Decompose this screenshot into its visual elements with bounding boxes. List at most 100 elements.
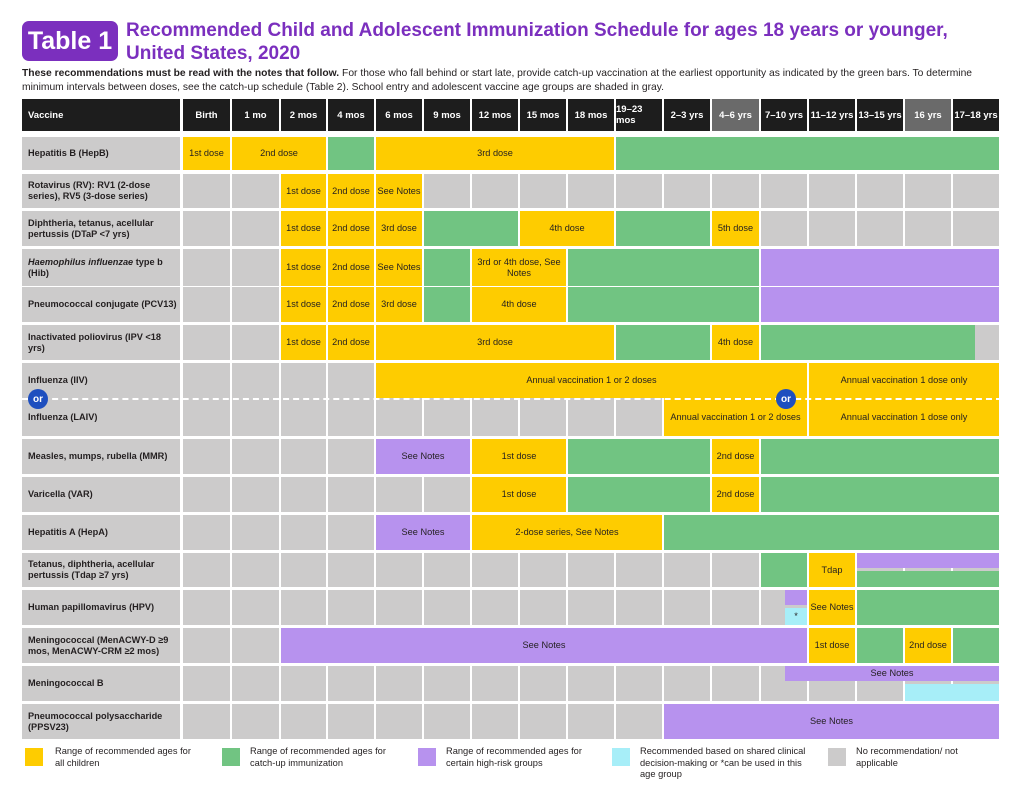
dose-cell-yellow: 1st dose [281, 249, 326, 286]
empty-cell [232, 363, 279, 398]
catchup-cell-green [616, 325, 710, 360]
catchup-cell-green [616, 211, 710, 246]
empty-cell [183, 174, 230, 208]
high-risk-cell-purple [761, 287, 999, 322]
high-risk-cell-purple [785, 590, 807, 605]
catchup-cell-green [761, 439, 999, 474]
empty-cell [376, 553, 422, 587]
legend-swatch-green [222, 748, 240, 766]
empty-cell [183, 211, 230, 246]
empty-cell [183, 363, 230, 398]
empty-cell [905, 174, 951, 208]
empty-cell [232, 325, 279, 360]
empty-cell [183, 477, 230, 512]
empty-cell [183, 439, 230, 474]
empty-cell [520, 590, 566, 625]
dose-cell-yellow: 2nd dose [328, 211, 374, 246]
vaccine-label: Meningococcal (MenACWY-D ≥9 mos, MenACWY… [22, 628, 180, 663]
empty-cell [376, 398, 422, 436]
empty-cell [761, 174, 807, 208]
catchup-cell-green [953, 628, 999, 663]
column-header-age: 9 mos [424, 99, 470, 131]
empty-cell [520, 666, 566, 701]
dose-cell-yellow: 3rd dose [376, 325, 614, 360]
dose-cell-yellow: 1st dose [809, 628, 855, 663]
empty-cell [664, 590, 710, 625]
dose-cell-yellow: Annual vaccination 1 dose only [809, 398, 999, 436]
high-risk-cell-purple [857, 553, 999, 568]
dose-cell-yellow: 2nd dose [328, 174, 374, 208]
empty-cell [328, 666, 374, 701]
empty-cell [520, 174, 566, 208]
dose-cell-yellow: 1st dose [281, 287, 326, 322]
catchup-cell-green [568, 287, 759, 322]
empty-cell [281, 704, 326, 739]
catchup-cell-green [568, 249, 759, 286]
empty-cell [953, 211, 999, 246]
column-header-age: 12 mos [472, 99, 518, 131]
empty-cell [472, 398, 518, 436]
empty-cell [232, 211, 279, 246]
vaccine-label: Measles, mumps, rubella (MMR) [22, 439, 180, 474]
column-header-age: 15 mos [520, 99, 566, 131]
dose-cell-yellow: 2nd dose [232, 137, 326, 170]
dose-cell-yellow: Annual vaccination 1 dose only [809, 363, 999, 398]
empty-cell [328, 553, 374, 587]
empty-cell [232, 628, 279, 663]
empty-cell [809, 174, 855, 208]
dose-cell-yellow: 4th dose [712, 325, 759, 360]
empty-cell [568, 666, 614, 701]
catchup-cell-green [857, 590, 999, 625]
empty-cell [232, 439, 279, 474]
vaccine-label: Meningococcal B [22, 666, 180, 701]
dose-cell-yellow: 2nd dose [905, 628, 951, 663]
empty-cell [809, 211, 855, 246]
empty-cell [424, 553, 470, 587]
dose-cell-yellow: 2-dose series, See Notes [472, 515, 662, 550]
dose-cell-yellow: 3rd dose [376, 287, 422, 322]
column-header-age: 11–12 yrs [809, 99, 855, 131]
empty-cell [424, 704, 470, 739]
empty-cell [183, 666, 230, 701]
vaccine-label: Influenza (LAIV) [22, 398, 180, 436]
empty-cell [616, 174, 662, 208]
empty-cell [568, 398, 614, 436]
vaccine-label: Influenza (IIV) [22, 363, 180, 398]
dose-cell-yellow: 1st dose [183, 137, 230, 170]
vaccine-label: Varicella (VAR) [22, 477, 180, 512]
empty-cell [472, 174, 518, 208]
empty-cell [472, 666, 518, 701]
empty-cell [905, 211, 951, 246]
catchup-cell-green [761, 477, 999, 512]
vaccine-label: Inactivated poliovirus (IPV <18 yrs) [22, 325, 180, 360]
column-header-age: 17–18 yrs [953, 99, 999, 131]
dose-cell-yellow: 3rd dose [376, 137, 614, 170]
shared-decision-cell-cyan [905, 684, 999, 701]
empty-cell [712, 666, 759, 701]
dose-cell-yellow: 1st dose [281, 174, 326, 208]
empty-cell [281, 515, 326, 550]
high-risk-cell-purple: See Notes [376, 515, 470, 550]
empty-cell [472, 590, 518, 625]
empty-cell [616, 590, 662, 625]
empty-cell [857, 211, 903, 246]
dose-cell-yellow: Tdap [809, 553, 855, 587]
dose-cell-yellow: 4th dose [472, 287, 566, 322]
dose-cell-yellow: 2nd dose [712, 477, 759, 512]
dose-cell-yellow: 2nd dose [328, 287, 374, 322]
or-badge: or [776, 389, 796, 409]
high-risk-cell-purple: See Notes [664, 704, 999, 739]
dose-cell-yellow: See Notes [376, 249, 422, 286]
empty-cell [712, 590, 759, 625]
column-header-age: 4–6 yrs [712, 99, 759, 131]
empty-cell [183, 704, 230, 739]
or-badge: or [28, 389, 48, 409]
empty-cell [472, 553, 518, 587]
dose-cell-yellow: Annual vaccination 1 or 2 doses [376, 363, 807, 398]
empty-cell [376, 704, 422, 739]
column-header-age: 1 mo [232, 99, 279, 131]
empty-cell [424, 590, 470, 625]
empty-cell [616, 553, 662, 587]
column-header-age: 18 mos [568, 99, 614, 131]
